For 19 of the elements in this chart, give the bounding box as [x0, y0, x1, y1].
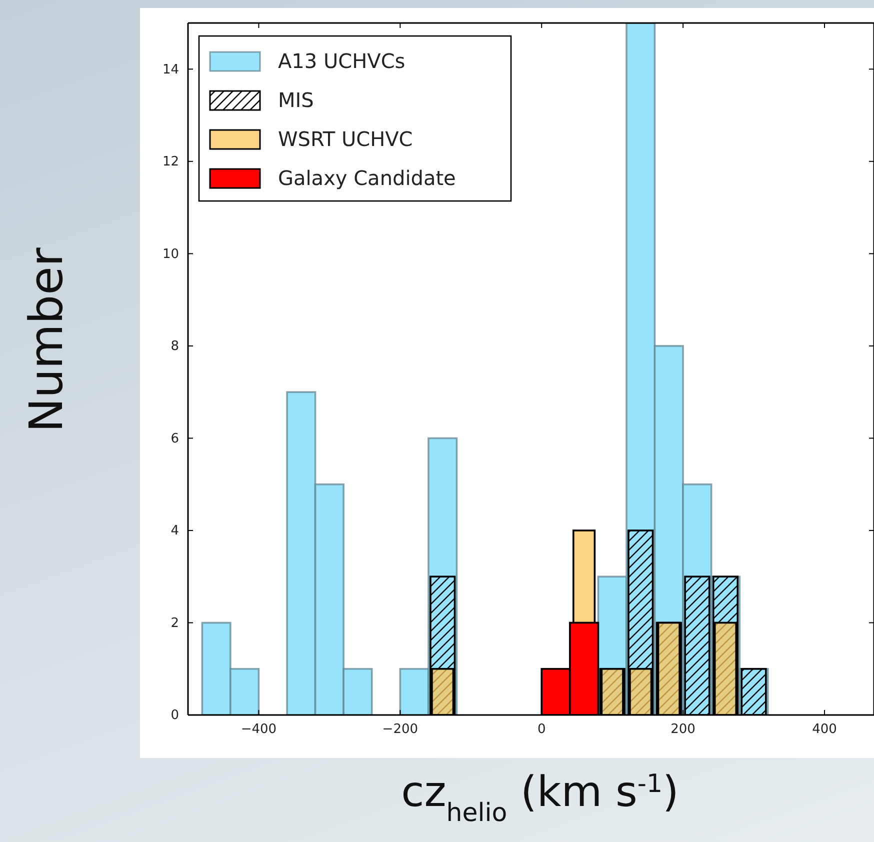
y-tick-label: 10 — [162, 246, 179, 262]
y-tick-label: 0 — [170, 708, 179, 724]
legend-label: A13 UCHVCs — [278, 49, 406, 73]
y-tick-label: 2 — [170, 616, 179, 631]
y-tick-label: 8 — [170, 339, 179, 354]
x-tick-label: 200 — [670, 722, 696, 738]
x-tick-label: −400 — [240, 722, 277, 738]
legend-label: MIS — [278, 88, 314, 112]
x-tick-label: 0 — [537, 722, 546, 738]
legend-label: Galaxy Candidate — [278, 166, 456, 190]
legend-label: WSRT UCHVC — [278, 127, 413, 151]
y-tick-label: 12 — [162, 154, 179, 170]
x-tick-label: −200 — [382, 722, 418, 738]
y-tick-label: 4 — [170, 524, 179, 539]
x-axis-title: cz$_{helio}$ (km s$^{-1}$) — [401, 767, 679, 826]
y-axis-title: Number — [19, 248, 73, 432]
y-tick-label: 14 — [162, 62, 179, 78]
x-tick-label: 400 — [812, 722, 837, 738]
y-tick-label: 6 — [170, 431, 179, 446]
